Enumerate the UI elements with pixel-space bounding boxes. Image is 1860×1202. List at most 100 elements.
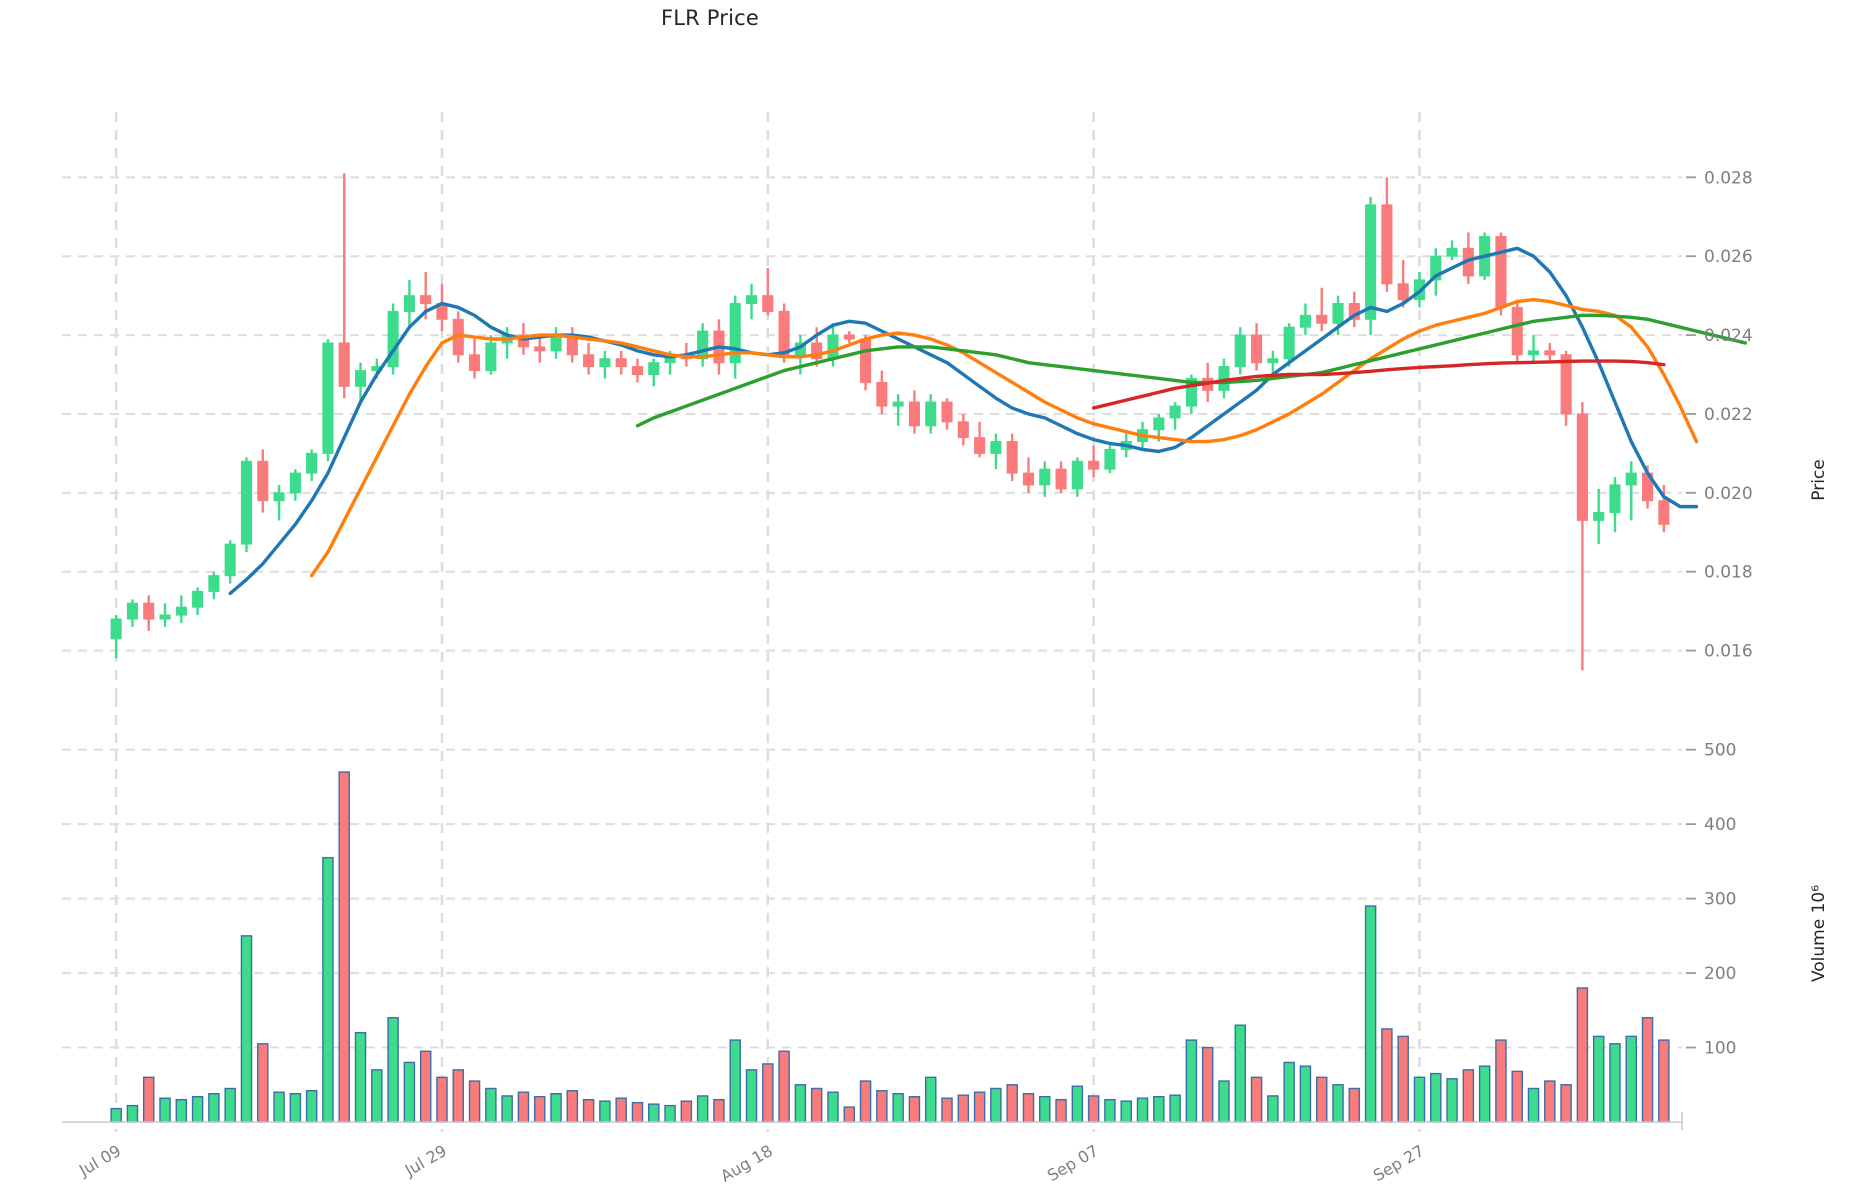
candle-body: [631, 366, 644, 376]
volume-bar: [175, 1098, 188, 1123]
volume-bar: [1185, 1039, 1198, 1123]
price-tick-label-1: 0.026: [1704, 247, 1753, 267]
volume-bar: [1267, 1095, 1279, 1123]
candle-body: [908, 401, 920, 427]
volume-bar: [762, 1063, 774, 1123]
candle-body: [876, 381, 888, 407]
volume-bar: [305, 1090, 318, 1123]
candle-body: [1625, 472, 1637, 486]
candle-body: [403, 295, 415, 312]
volume-bar: [859, 1080, 872, 1123]
candle-body: [1365, 204, 1377, 320]
candle-body: [1593, 512, 1605, 521]
candle-body: [126, 602, 138, 620]
candle-body: [1316, 314, 1328, 324]
volume-bar: [1495, 1039, 1507, 1123]
candle-body: [860, 338, 872, 383]
candle-body: [1153, 417, 1165, 431]
volume-bar: [1544, 1080, 1556, 1123]
volume-bar: [615, 1097, 627, 1123]
candle-body: [257, 460, 269, 502]
candle-body: [1609, 484, 1621, 514]
volume-bar: [696, 1095, 709, 1123]
candle-body: [240, 460, 253, 545]
candle-body: [1022, 472, 1035, 486]
volume-bar: [1201, 1046, 1214, 1123]
volume-tick-label-4: 100: [1704, 1039, 1736, 1059]
candle-body: [485, 342, 497, 372]
volume-bar: [1153, 1095, 1165, 1123]
volume-bar: [371, 1069, 383, 1123]
candle-body: [990, 441, 1002, 454]
volume-tick-label-1: 400: [1704, 815, 1736, 835]
candle-body: [159, 614, 171, 620]
volume-tick-label-3: 200: [1704, 964, 1736, 984]
volume-bar: [908, 1095, 921, 1123]
volume-tick-label-0: 500: [1704, 741, 1736, 761]
volume-bar: [1576, 987, 1589, 1123]
volume-bar: [224, 1087, 236, 1123]
candle-body: [143, 602, 155, 620]
candle-body: [1332, 303, 1344, 324]
candle-body: [762, 295, 774, 312]
volume-bar: [1022, 1093, 1035, 1123]
price-panel: [110, 173, 1748, 671]
candle-body: [599, 358, 611, 368]
candle-body: [615, 358, 627, 368]
candle-body: [306, 452, 318, 474]
volume-bar: [1234, 1024, 1247, 1123]
volume-bar: [1462, 1069, 1475, 1123]
volume-bar: [1609, 1043, 1621, 1123]
candle-body: [974, 437, 986, 454]
candle-body: [925, 401, 937, 427]
candle-body: [1267, 358, 1279, 364]
volume-bar: [1104, 1098, 1116, 1123]
volume-bar: [1527, 1087, 1540, 1123]
volume-bar: [957, 1094, 970, 1123]
candle-body: [1169, 405, 1181, 419]
volume-bar: [1381, 1028, 1393, 1123]
candle-body: [745, 295, 758, 305]
volume-bar: [1071, 1085, 1084, 1123]
candle-body: [338, 342, 350, 387]
candle-body: [1299, 314, 1311, 328]
candle-body: [322, 342, 334, 454]
volume-bar: [533, 1095, 546, 1123]
candle-body: [1544, 350, 1556, 356]
candle-body: [1088, 460, 1100, 470]
volume-bar: [387, 1017, 399, 1123]
volume-bar: [1315, 1076, 1328, 1123]
x-tick-label-4: Sep 27: [1370, 1141, 1428, 1185]
volume-bar: [550, 1093, 562, 1123]
volume-bar: [468, 1080, 481, 1123]
volume-bar: [1413, 1076, 1426, 1123]
candle-body: [1430, 255, 1442, 281]
volume-bar: [338, 771, 350, 1123]
price-tick-label-4: 0.020: [1704, 484, 1753, 504]
candle-body: [778, 310, 790, 356]
volume-bar: [729, 1039, 741, 1123]
volume-bar: [1283, 1061, 1295, 1123]
volume-bar: [1087, 1095, 1100, 1123]
volume-bar: [810, 1087, 823, 1123]
candle-body: [957, 421, 969, 439]
candle-body: [892, 401, 904, 407]
candle-body: [175, 606, 187, 616]
volume-bar: [664, 1104, 676, 1123]
volume-bar: [990, 1087, 1002, 1123]
volume-bar: [1641, 1017, 1654, 1123]
candle-body: [827, 334, 839, 360]
volume-bar: [191, 1095, 204, 1123]
candle-body: [354, 370, 367, 387]
candle-body: [1495, 235, 1507, 308]
volume-bar: [1625, 1035, 1638, 1123]
candle-body: [1397, 283, 1409, 301]
candle-body: [1039, 468, 1051, 486]
candle-body: [289, 472, 301, 494]
volume-bar: [1430, 1072, 1442, 1123]
x-tick-label-2: Aug 18: [717, 1141, 776, 1186]
candle-body: [1104, 448, 1116, 470]
volume-bar: [1364, 905, 1377, 1123]
volume-bar: [1592, 1035, 1605, 1123]
candle-body: [420, 295, 432, 305]
